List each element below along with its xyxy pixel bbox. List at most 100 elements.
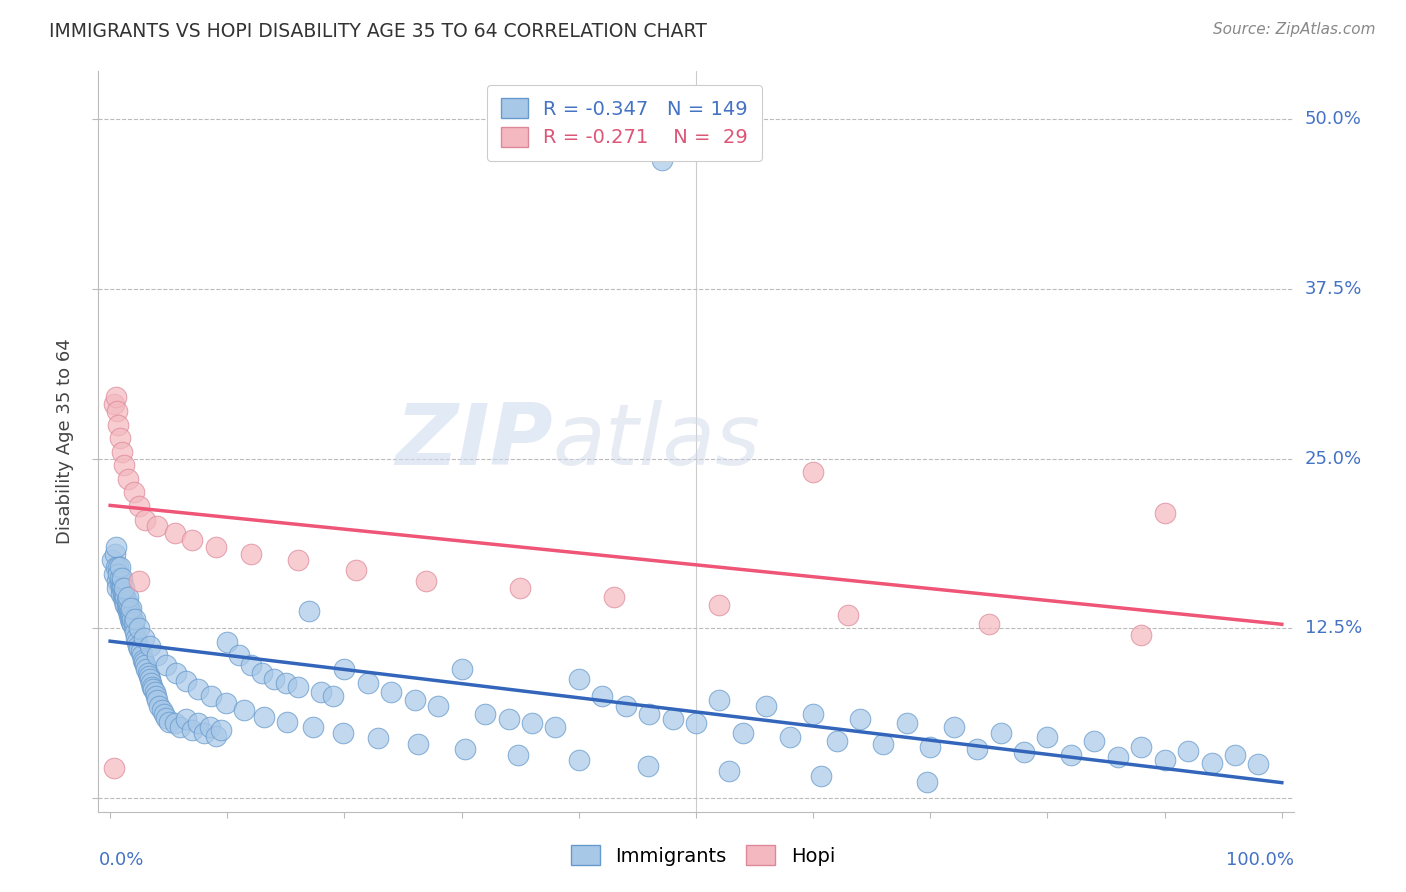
Point xyxy=(1153,506,1175,520)
Point xyxy=(155,658,177,673)
Point xyxy=(915,774,938,789)
Point xyxy=(1130,628,1153,642)
Point xyxy=(128,499,150,513)
Point xyxy=(112,590,135,604)
Point xyxy=(115,594,138,608)
Point xyxy=(105,391,128,405)
Point xyxy=(801,465,824,479)
Point xyxy=(107,560,129,574)
Point xyxy=(107,566,129,581)
Point xyxy=(120,604,141,618)
Point xyxy=(825,734,848,748)
Point xyxy=(118,601,141,615)
Point xyxy=(408,737,430,751)
Point xyxy=(114,590,136,604)
Point xyxy=(709,599,731,613)
Point xyxy=(276,714,298,729)
Text: 12.5%: 12.5% xyxy=(1305,619,1362,637)
Point xyxy=(380,685,402,699)
Point xyxy=(121,612,143,626)
Point xyxy=(129,644,152,658)
Point xyxy=(1177,743,1199,757)
Point xyxy=(125,631,148,645)
Point xyxy=(651,153,673,167)
Point xyxy=(252,666,274,681)
Point xyxy=(139,672,162,686)
Point xyxy=(801,706,824,721)
Point xyxy=(450,662,472,676)
Point xyxy=(837,607,859,622)
Point xyxy=(239,658,262,673)
Text: 0.0%: 0.0% xyxy=(98,851,143,869)
Point xyxy=(132,631,156,645)
Point xyxy=(509,581,531,595)
Point xyxy=(131,648,153,663)
Point xyxy=(200,690,222,704)
Point xyxy=(111,574,134,588)
Point xyxy=(122,621,145,635)
Point xyxy=(139,639,162,653)
Point xyxy=(105,574,128,588)
Point xyxy=(568,753,591,767)
Point xyxy=(204,729,226,743)
Point xyxy=(134,658,156,673)
Point xyxy=(127,635,149,649)
Point xyxy=(110,587,132,601)
Point xyxy=(117,590,139,604)
Point xyxy=(591,690,613,704)
Point xyxy=(717,764,740,778)
Point xyxy=(115,601,138,615)
Point xyxy=(755,698,778,713)
Point xyxy=(112,584,135,599)
Point xyxy=(1130,739,1153,754)
Point xyxy=(120,601,142,615)
Point xyxy=(709,693,731,707)
Point xyxy=(637,758,659,772)
Point xyxy=(169,721,191,735)
Point xyxy=(239,547,262,561)
Point xyxy=(498,712,520,726)
Point xyxy=(990,726,1012,740)
Point xyxy=(520,716,543,731)
Point xyxy=(143,685,166,699)
Point xyxy=(228,648,250,663)
Point xyxy=(253,709,276,723)
Point xyxy=(148,698,170,713)
Point xyxy=(474,706,496,721)
Point xyxy=(1247,757,1270,772)
Point xyxy=(298,604,321,618)
Point xyxy=(112,587,135,601)
Point xyxy=(117,604,139,618)
Point xyxy=(145,690,167,704)
Point xyxy=(454,742,477,756)
Point xyxy=(174,674,197,689)
Point xyxy=(110,581,132,595)
Point xyxy=(103,566,125,581)
Point xyxy=(124,612,146,626)
Text: Source: ZipAtlas.com: Source: ZipAtlas.com xyxy=(1212,22,1375,37)
Point xyxy=(603,590,626,604)
Point xyxy=(122,615,145,629)
Point xyxy=(111,581,134,595)
Point xyxy=(181,723,204,738)
Point xyxy=(114,599,136,613)
Point xyxy=(111,571,134,585)
Text: ZIP: ZIP xyxy=(395,400,553,483)
Point xyxy=(211,723,233,738)
Point xyxy=(105,560,128,574)
Point xyxy=(112,594,135,608)
Point xyxy=(333,662,356,676)
Point xyxy=(103,397,125,411)
Point xyxy=(135,662,157,676)
Point xyxy=(614,698,637,713)
Point xyxy=(117,472,139,486)
Point xyxy=(128,574,150,588)
Point xyxy=(105,404,128,418)
Point xyxy=(174,712,197,726)
Y-axis label: Disability Age 35 to 64: Disability Age 35 to 64 xyxy=(56,339,75,544)
Point xyxy=(128,621,150,635)
Point xyxy=(810,769,832,783)
Point xyxy=(181,533,204,547)
Text: atlas: atlas xyxy=(553,400,761,483)
Point xyxy=(136,666,159,681)
